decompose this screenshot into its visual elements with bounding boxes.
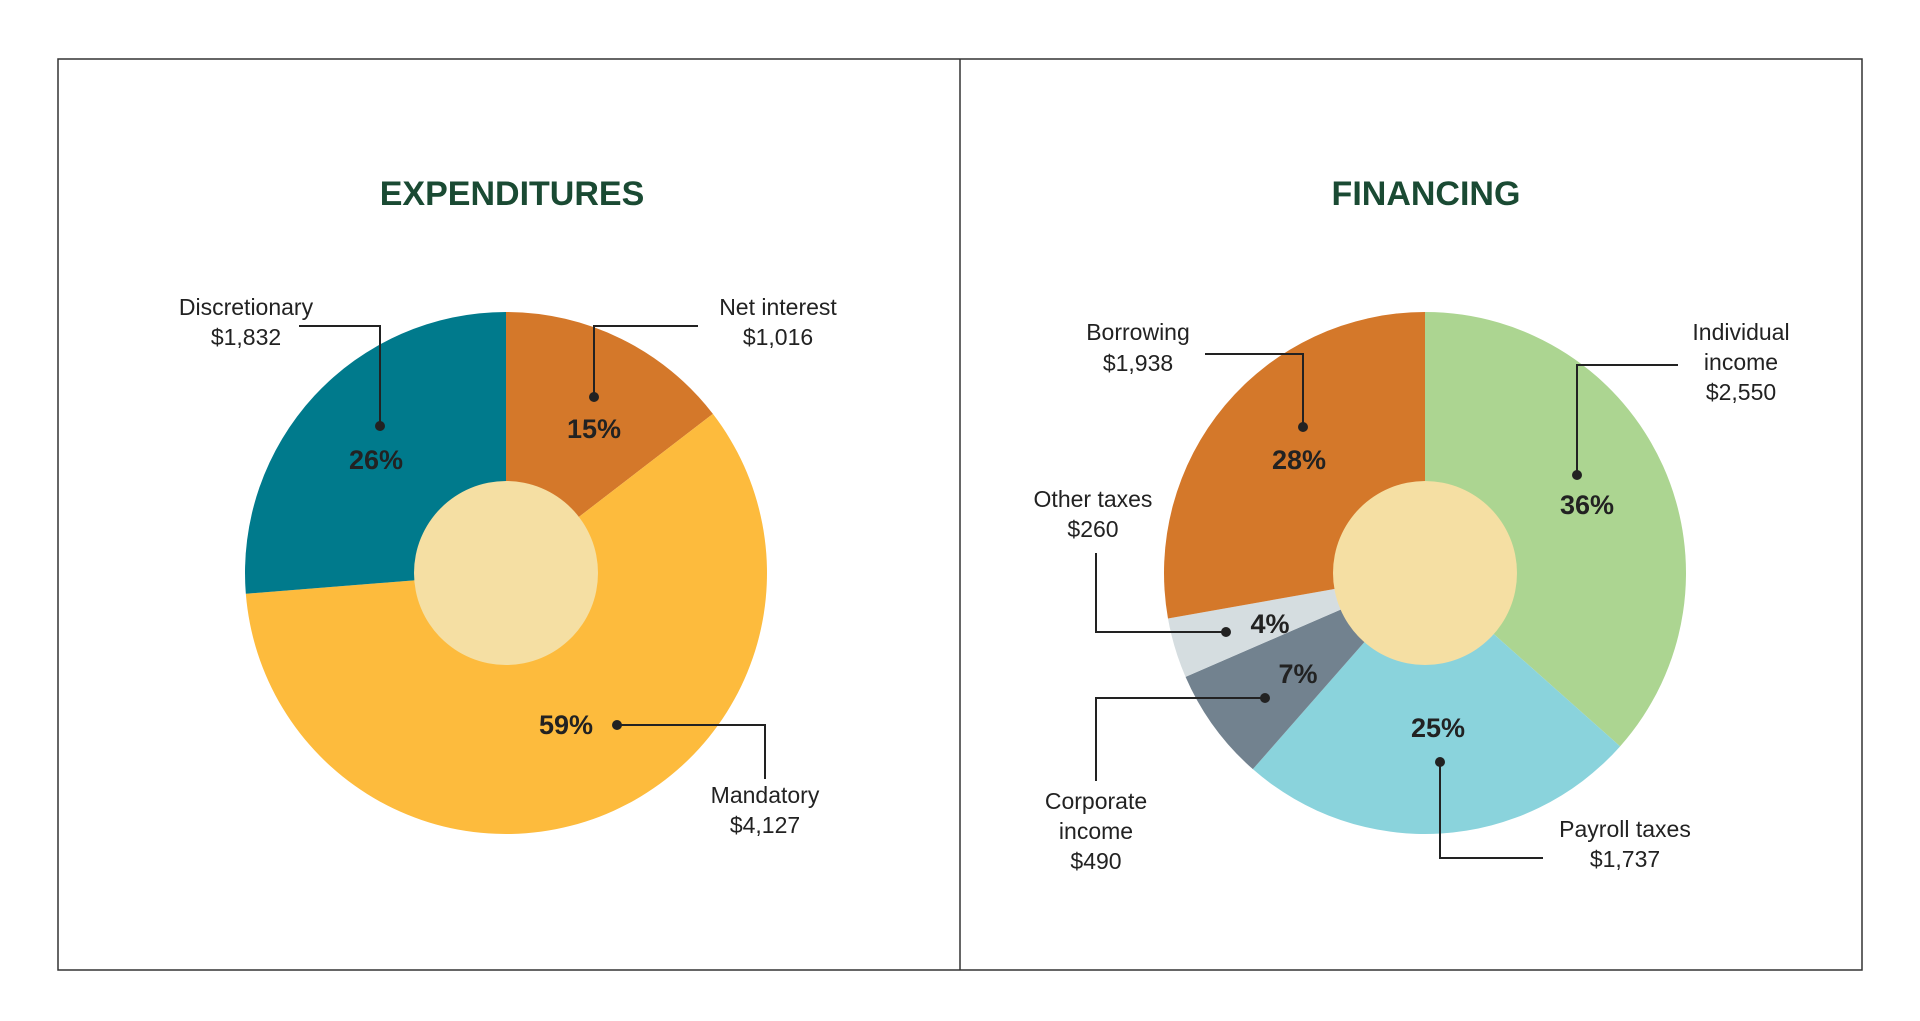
- value-label: $260: [1067, 516, 1118, 542]
- percent-label: 36%: [1560, 490, 1614, 520]
- category-label: Payroll taxes: [1559, 816, 1691, 842]
- value-label: $2,550: [1706, 379, 1776, 405]
- leader-dot: [375, 421, 385, 431]
- leader-line: [1205, 353, 1304, 427]
- leader-line: [1576, 364, 1678, 475]
- leader-line: [1439, 762, 1543, 859]
- leader-dot: [1572, 470, 1582, 480]
- category-label: Mandatory: [711, 782, 820, 808]
- percent-label: 7%: [1278, 659, 1317, 689]
- value-label: $1,832: [211, 324, 281, 350]
- slice: [1425, 312, 1686, 747]
- leader-line: [617, 724, 766, 779]
- leader-dot: [612, 720, 622, 730]
- leader-dot: [1221, 627, 1231, 637]
- percent-label: 59%: [539, 710, 593, 740]
- leader-dot: [1435, 757, 1445, 767]
- category-label: Individual income: [1692, 319, 1789, 375]
- percent-label: 25%: [1411, 713, 1465, 743]
- leader-line: [299, 325, 381, 426]
- category-label: Discretionary: [179, 294, 314, 320]
- percent-label: 26%: [349, 445, 403, 475]
- leader-dot: [589, 392, 599, 402]
- category-label: Borrowing: [1086, 319, 1190, 345]
- percent-label: 4%: [1250, 609, 1289, 639]
- leader-line: [1095, 553, 1226, 633]
- value-label: $4,127: [730, 812, 800, 838]
- category-label: Net interest: [719, 294, 837, 320]
- leader-dot: [1260, 693, 1270, 703]
- percent-label: 28%: [1272, 445, 1326, 475]
- donut-hole: [1333, 481, 1517, 665]
- value-label: $1,737: [1590, 846, 1660, 872]
- value-label: $490: [1070, 848, 1121, 874]
- chart-title: EXPENDITURES: [380, 175, 645, 213]
- leader-line: [1095, 697, 1265, 781]
- category-label: Corporate income: [1045, 788, 1147, 844]
- chart-title: FINANCING: [1332, 175, 1521, 213]
- leader-line: [593, 325, 698, 397]
- percent-label: 15%: [567, 414, 621, 444]
- value-label: $1,938: [1103, 350, 1173, 376]
- donut-hole: [414, 481, 598, 665]
- category-label: Other taxes: [1034, 486, 1153, 512]
- leader-dot: [1298, 422, 1308, 432]
- value-label: $1,016: [743, 324, 813, 350]
- slice: [1252, 573, 1621, 834]
